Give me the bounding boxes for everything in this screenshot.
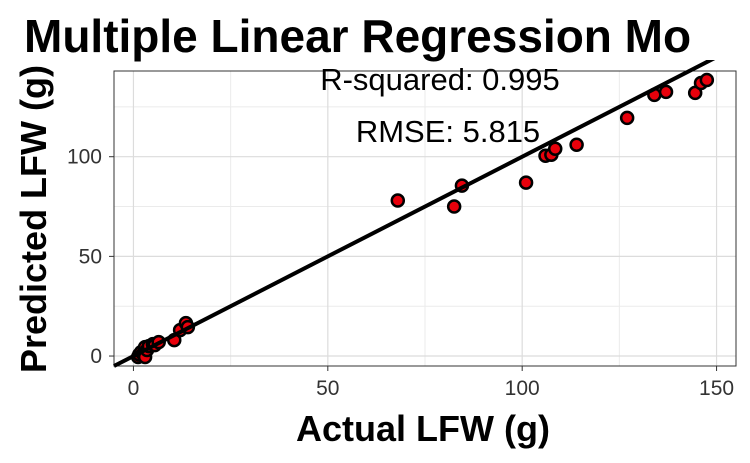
data-point	[699, 72, 715, 88]
y-tick-label: 50	[79, 245, 102, 268]
chart-title: Multiple Linear Regression Mo	[24, 10, 691, 62]
y-axis-title: Predicted LFW (g)	[13, 65, 54, 373]
y-tick-label: 100	[67, 146, 102, 169]
data-point	[619, 110, 635, 126]
data-point	[658, 84, 674, 100]
data-point	[547, 141, 563, 156]
data-point	[569, 137, 584, 152]
data-point	[390, 193, 406, 208]
x-tick-label: 50	[316, 377, 339, 400]
x-tick-label: 100	[505, 377, 540, 400]
rmse-annotation: RMSE: 5.815	[356, 114, 540, 149]
axis-ticks: 0 50 100 150 0 50 100	[67, 146, 734, 400]
r-squared-annotation: R-squared: 0.995	[320, 62, 560, 97]
x-tick-label: 0	[128, 377, 140, 400]
grid-lines	[114, 71, 736, 366]
x-axis-title: Actual LFW (g)	[296, 408, 550, 449]
title-background	[0, 0, 750, 60]
plot-border	[113, 70, 737, 367]
x-tick-label: 150	[699, 377, 734, 400]
data-points	[130, 72, 715, 365]
data-point	[446, 199, 462, 214]
data-point	[518, 175, 534, 190]
fit-line	[113, 45, 737, 368]
fit-line-group	[113, 45, 737, 368]
y-tick-label: 0	[90, 345, 102, 368]
